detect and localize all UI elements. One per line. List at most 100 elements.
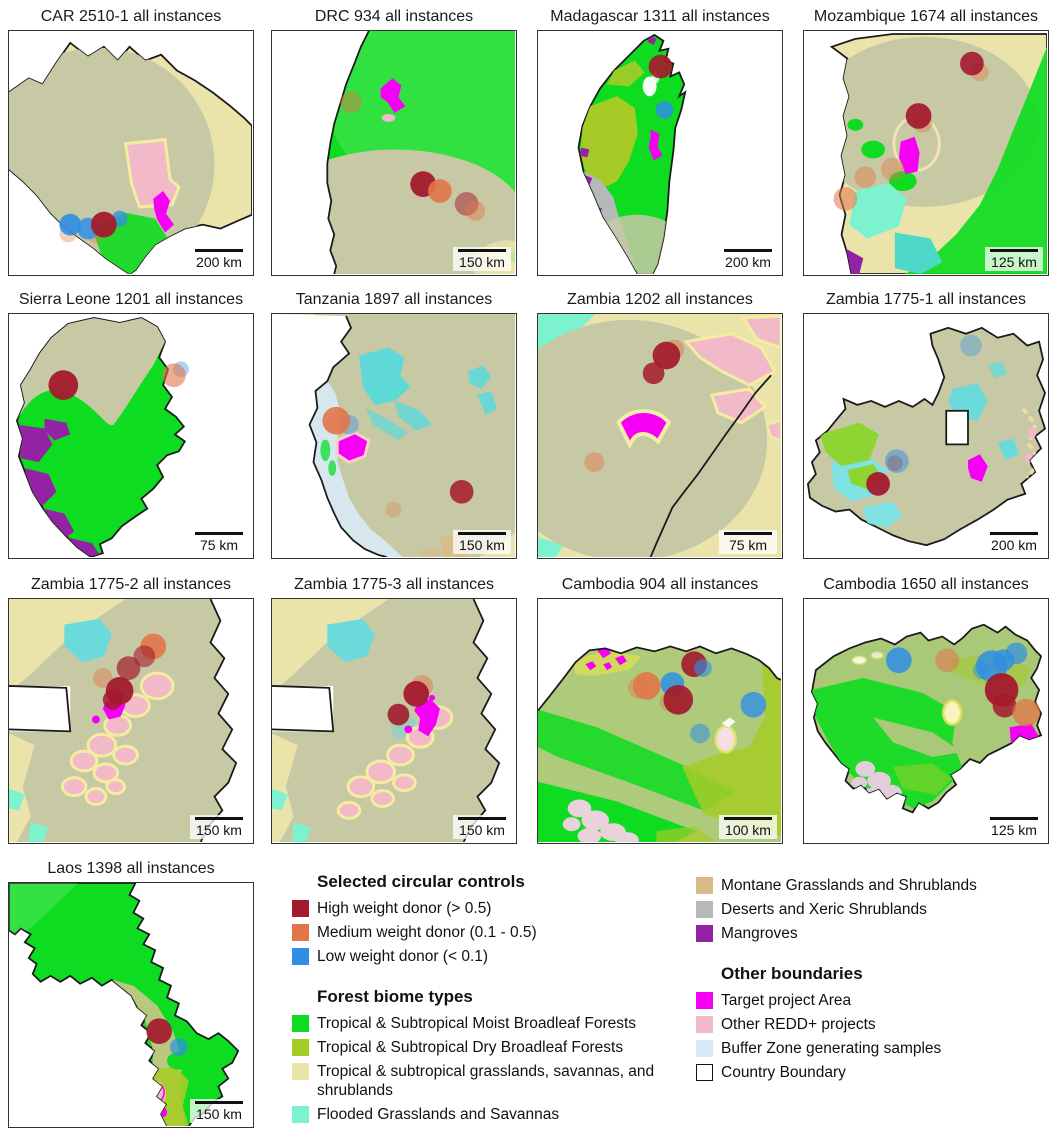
panel-title: Sierra Leone 1201 all instances — [18, 291, 244, 308]
map-panel-car-2510-1: CAR 2510-1 all instances 200 km — [8, 8, 254, 276]
legend-item-label: Other REDD+ projects — [721, 1016, 876, 1033]
scale-label: 150 km — [196, 822, 242, 838]
legend-item-label: Medium weight donor (0.1 - 0.5) — [317, 924, 537, 941]
map-canvas — [9, 41, 252, 274]
donor-dot-high — [116, 656, 141, 680]
scale-bar: 100 km — [719, 815, 777, 839]
scale-line — [458, 249, 506, 252]
map-panel-zambia-1775-3: Zambia 1775-3 all instances 150 km — [271, 576, 517, 844]
donor-dot-high — [90, 211, 117, 238]
legend-item-label: Deserts and Xeric Shrublands — [721, 901, 927, 918]
scale-label: 125 km — [991, 822, 1037, 838]
scale-bar: 200 km — [719, 247, 777, 271]
map-canvas — [272, 314, 515, 557]
map-panel-tanzania-1897: Tanzania 1897 all instances 150 km — [271, 291, 517, 559]
donor-dots — [146, 1018, 188, 1056]
legend-biomes-items-right: Montane Grasslands and Shrublands Deserts… — [696, 876, 1055, 943]
scale-label: 150 km — [459, 254, 505, 270]
legend-swatch — [696, 925, 713, 942]
donor-dot-high — [886, 455, 903, 472]
donor-dot-med — [340, 91, 362, 113]
donor-dots — [648, 54, 674, 119]
legend-item: Tropical & Subtropical Dry Broadleaf For… — [292, 1038, 692, 1057]
donor-dot-low — [1005, 642, 1028, 665]
donor-dots — [866, 334, 982, 496]
legend-swatch — [292, 924, 309, 941]
map-frame: 75 km — [8, 313, 254, 559]
legend-item: Country Boundary — [696, 1063, 1055, 1082]
panel-title: CAR 2510-1 all instances — [40, 8, 222, 25]
map-canvas — [538, 314, 781, 557]
donor-dot-med — [833, 187, 858, 211]
donor-dot-high — [133, 645, 156, 668]
scale-bar: 150 km — [190, 815, 248, 839]
map-frame: 150 km — [8, 598, 254, 844]
legend-swatch — [292, 1039, 309, 1056]
donor-dot-high — [648, 54, 673, 79]
donor-dot-low — [170, 1038, 188, 1056]
legend-item: Target project Area — [696, 991, 1055, 1010]
panel-title: Laos 1398 all instances — [47, 860, 215, 877]
legend-item: Other REDD+ projects — [696, 1015, 1055, 1034]
donor-dots — [48, 361, 189, 400]
donor-dot-high — [403, 680, 430, 707]
map-panel-zambia-1775-1: Zambia 1775-1 all instances 200 km — [803, 291, 1049, 559]
donor-dot-med — [935, 648, 960, 673]
scale-line — [724, 817, 772, 820]
legend-item-label: Tropical & Subtropical Moist Broadleaf F… — [317, 1015, 637, 1032]
legend-biomes-items-left: Tropical & Subtropical Moist Broadleaf F… — [292, 1014, 692, 1124]
legend-header-boundaries: Other boundaries — [721, 964, 863, 983]
donor-dots — [885, 642, 1041, 727]
scale-label: 150 km — [459, 537, 505, 553]
donor-dots — [627, 651, 767, 744]
panel-title: Madagascar 1311 all instances — [550, 8, 770, 25]
scale-bar: 150 km — [453, 530, 511, 554]
map-canvas — [9, 599, 252, 842]
scale-line — [724, 249, 772, 252]
legend-controls-items: High weight donor (> 0.5) Medium weight d… — [292, 899, 692, 966]
legend-swatch — [292, 1015, 309, 1032]
legend-item: Flooded Grasslands and Savannas — [292, 1105, 692, 1124]
map-canvas — [538, 599, 781, 842]
legend-item: Low weight donor (< 0.1) — [292, 947, 692, 966]
donor-dot-high — [449, 479, 474, 504]
donor-dot-low — [960, 334, 982, 357]
scale-label: 150 km — [196, 1106, 242, 1122]
scale-label: 100 km — [725, 822, 771, 838]
donor-dot-high — [652, 341, 681, 370]
donor-dot-high — [960, 51, 984, 76]
map-canvas — [577, 33, 687, 274]
legend-swatch — [696, 877, 713, 894]
legend-swatch — [292, 948, 309, 965]
donor-dot-high — [905, 103, 932, 129]
donor-dots — [322, 406, 474, 518]
scale-line — [990, 249, 1038, 252]
legend-item-label: Mangroves — [721, 925, 798, 942]
legend-header-biomes: Forest biome types — [317, 987, 473, 1006]
scale-line — [990, 532, 1038, 535]
legend-left-column: Selected circular controls High weight d… — [292, 872, 692, 1129]
map-panel-zambia-1775-2: Zambia 1775-2 all instances 150 km — [8, 576, 254, 844]
donor-dot-med — [92, 668, 113, 688]
scale-line — [458, 817, 506, 820]
legend-item: Medium weight donor (0.1 - 0.5) — [292, 923, 692, 942]
map-canvas — [9, 883, 240, 1126]
panel-title: Zambia 1775-2 all instances — [30, 576, 232, 593]
map-frame: 150 km — [271, 30, 517, 276]
donor-dot-med — [1012, 698, 1041, 727]
donor-dots — [833, 51, 989, 211]
donor-dot-med — [428, 179, 452, 203]
legend-boundaries-items: Target project Area Other REDD+ projects B… — [696, 991, 1055, 1082]
donor-dot-med — [322, 406, 351, 435]
scale-line — [195, 249, 243, 252]
scale-bar: 75 km — [190, 530, 248, 554]
donor-dot-low — [655, 101, 674, 119]
donor-dot-high — [102, 689, 123, 710]
donor-dot-high — [866, 472, 890, 496]
map-canvas — [15, 317, 189, 557]
legend-swatch — [292, 900, 309, 917]
scale-label: 200 km — [725, 254, 771, 270]
map-panel-zambia-1202: Zambia 1202 all instances 75 km — [537, 291, 783, 559]
donor-dot-low — [885, 449, 909, 474]
map-panel-mozambique-1674: Mozambique 1674 all instances 125 km — [803, 8, 1049, 276]
